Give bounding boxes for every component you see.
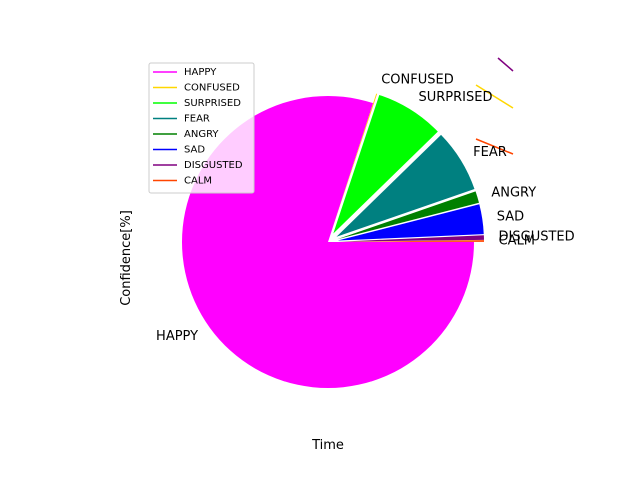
x-axis-label: Time <box>311 438 344 453</box>
y-axis-label: Confidence[%] <box>119 210 134 306</box>
slice-label-happy: HAPPY <box>156 329 198 344</box>
pie-slice-angry <box>337 191 479 240</box>
slice-label-fear: FEAR <box>473 145 507 160</box>
slice-label-angry: ANGRY <box>491 185 536 200</box>
pie-slice-surprised <box>333 94 438 234</box>
legend-label-surprised: SURPRISED <box>184 98 241 109</box>
legend-box <box>148 62 255 194</box>
slice-label-sad: SAD <box>497 209 524 224</box>
legend-label-sad: SAD <box>184 145 205 156</box>
pie-slice-confused <box>331 93 378 233</box>
pie-slice-sad <box>337 204 484 241</box>
stray-line-disgusted <box>497 57 514 72</box>
stray-line-confused <box>475 84 514 109</box>
legend-label-confused: CONFUSED <box>184 83 240 94</box>
slice-label-surprised: SURPRISED <box>419 90 493 105</box>
slice-labels: HAPPY CONFUSED SURPRISED FEAR ANGRY SAD DISGUS… <box>156 72 575 343</box>
legend-label-fear: FEAR <box>184 114 210 125</box>
legend-label-calm: CALM <box>184 176 212 187</box>
legend-label-happy: HAPPY <box>184 67 217 78</box>
slice-label-confused: CONFUSED <box>381 72 454 87</box>
legend-label-angry: ANGRY <box>184 129 219 140</box>
legend: HAPPY CONFUSED SURPRISED FEAR ANGRY SAD DISGUS… <box>148 62 255 194</box>
stray-legend-lines <box>475 57 514 155</box>
pie-slice-fear <box>336 134 475 237</box>
pie-slice-happy <box>182 96 475 389</box>
stray-line-calm <box>475 138 514 155</box>
slice-label-disgusted: DISGUSTED <box>499 230 575 245</box>
pie-slices <box>182 93 484 389</box>
legend-label-disgusted: DISGUSTED <box>184 160 243 171</box>
pie-slice-calm <box>337 240 484 242</box>
slice-label-calm: CALM <box>499 233 535 248</box>
pie-slice-disgusted <box>337 235 484 242</box>
